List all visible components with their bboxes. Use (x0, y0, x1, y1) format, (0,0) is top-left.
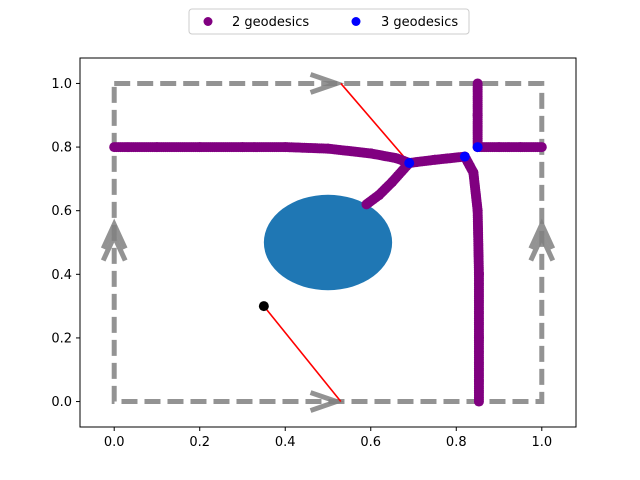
legend-marker-3-geodesics (351, 17, 361, 26)
series-markers (109, 78, 547, 407)
y-tick-label: 1.0 (51, 77, 72, 92)
obstacle (263, 194, 393, 291)
three-geodesic-point-1 (459, 151, 470, 162)
axes: 0.0 0.2 0.4 0.6 0.8 1.0 0.0 0.2 0.4 0.6 0.8 1.0 (51, 77, 552, 450)
y-tick-label: 0.2 (51, 331, 72, 346)
x-tick-label: 0.6 (360, 435, 381, 450)
domain-box (100, 72, 556, 413)
source-point (258, 301, 269, 312)
geodesic-line-1 (340, 82, 410, 164)
legend-marker-2-geodesics (203, 17, 213, 26)
boundary-arrow-2 (100, 218, 128, 262)
obstacle-disk (263, 194, 393, 291)
two-geodesic-point (473, 396, 484, 407)
three-geodesic-point-2 (472, 142, 483, 153)
x-tick-label: 1.0 (531, 435, 552, 450)
x-tick-label: 0.0 (104, 435, 125, 450)
boundary-arrow-0 (309, 72, 345, 95)
y-tick-label: 0.4 (51, 268, 72, 283)
geodesic-line-0 (263, 305, 342, 403)
geodesic-lines (258, 82, 410, 403)
three-geodesic-point-0 (404, 157, 415, 168)
x-tick-label: 0.8 (446, 435, 467, 450)
two-geodesic-point (536, 142, 547, 153)
boundary-arrow-1 (309, 390, 345, 413)
legend-box (188, 8, 470, 35)
two-geodesic-point (472, 78, 483, 89)
y-tick-label: 0.6 (51, 204, 72, 219)
boundary-arrow-3 (528, 218, 556, 262)
legend: 2 geodesics 3 geodesics (188, 8, 470, 35)
legend-label-2-geodesics: 2 geodesics (232, 15, 309, 30)
legend-label-3-geodesics: 3 geodesics (381, 15, 458, 30)
x-tick-label: 0.4 (275, 435, 296, 450)
y-tick-label: 0.0 (51, 395, 72, 410)
x-tick-label: 0.2 (189, 435, 210, 450)
y-tick-label: 0.8 (51, 141, 72, 156)
